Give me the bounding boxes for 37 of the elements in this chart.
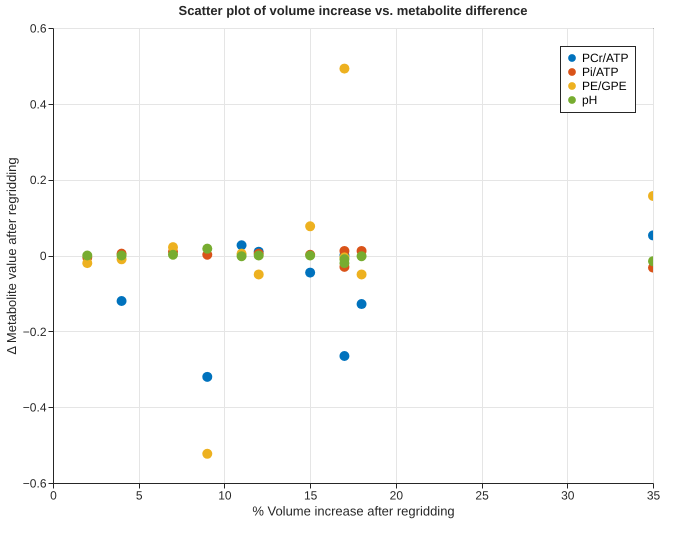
point bbox=[236, 251, 247, 262]
point bbox=[339, 64, 350, 74]
x-tick-label: 0 bbox=[50, 488, 58, 502]
y-tick-label: −0.2 bbox=[22, 324, 47, 339]
y-tick-label: 0.6 bbox=[30, 22, 47, 36]
point bbox=[339, 350, 350, 361]
y-tick-label: 0 bbox=[40, 249, 47, 263]
point bbox=[305, 268, 316, 278]
chart-title: Scatter plot of volume increase vs. metabolite difference bbox=[178, 3, 528, 18]
legend-label: Pi/ATP bbox=[582, 65, 618, 79]
point bbox=[236, 240, 247, 250]
point bbox=[202, 372, 212, 382]
point bbox=[116, 296, 127, 306]
point bbox=[305, 221, 316, 232]
legend-label: PE/GPE bbox=[582, 79, 627, 93]
x-tick-label: 25 bbox=[475, 488, 490, 502]
y-tick-label: 0.2 bbox=[30, 173, 47, 188]
x-tick-label: 20 bbox=[390, 488, 404, 502]
x-tick-label: 10 bbox=[218, 488, 232, 502]
point bbox=[254, 269, 264, 280]
point bbox=[356, 251, 367, 262]
y-axis-title: Δ Metabolite value after regridding bbox=[4, 157, 19, 355]
point bbox=[356, 269, 367, 280]
legend-label: PCr/ATP bbox=[582, 51, 628, 65]
y-tick-label: −0.4 bbox=[22, 400, 47, 415]
legend-label: pH bbox=[582, 93, 598, 107]
x-axis-title: % Volume increase after regridding bbox=[252, 504, 455, 518]
x-tick-label: 35 bbox=[646, 488, 660, 502]
point bbox=[168, 250, 178, 260]
point bbox=[202, 244, 212, 254]
y-tick-label: −0.6 bbox=[22, 476, 47, 490]
point bbox=[356, 299, 367, 310]
x-tick-label: 15 bbox=[304, 488, 318, 502]
point bbox=[202, 448, 212, 459]
x-tick-label: 5 bbox=[136, 488, 143, 502]
y-tick-label: 0.4 bbox=[30, 97, 47, 112]
x-tick-label: 30 bbox=[561, 488, 575, 502]
